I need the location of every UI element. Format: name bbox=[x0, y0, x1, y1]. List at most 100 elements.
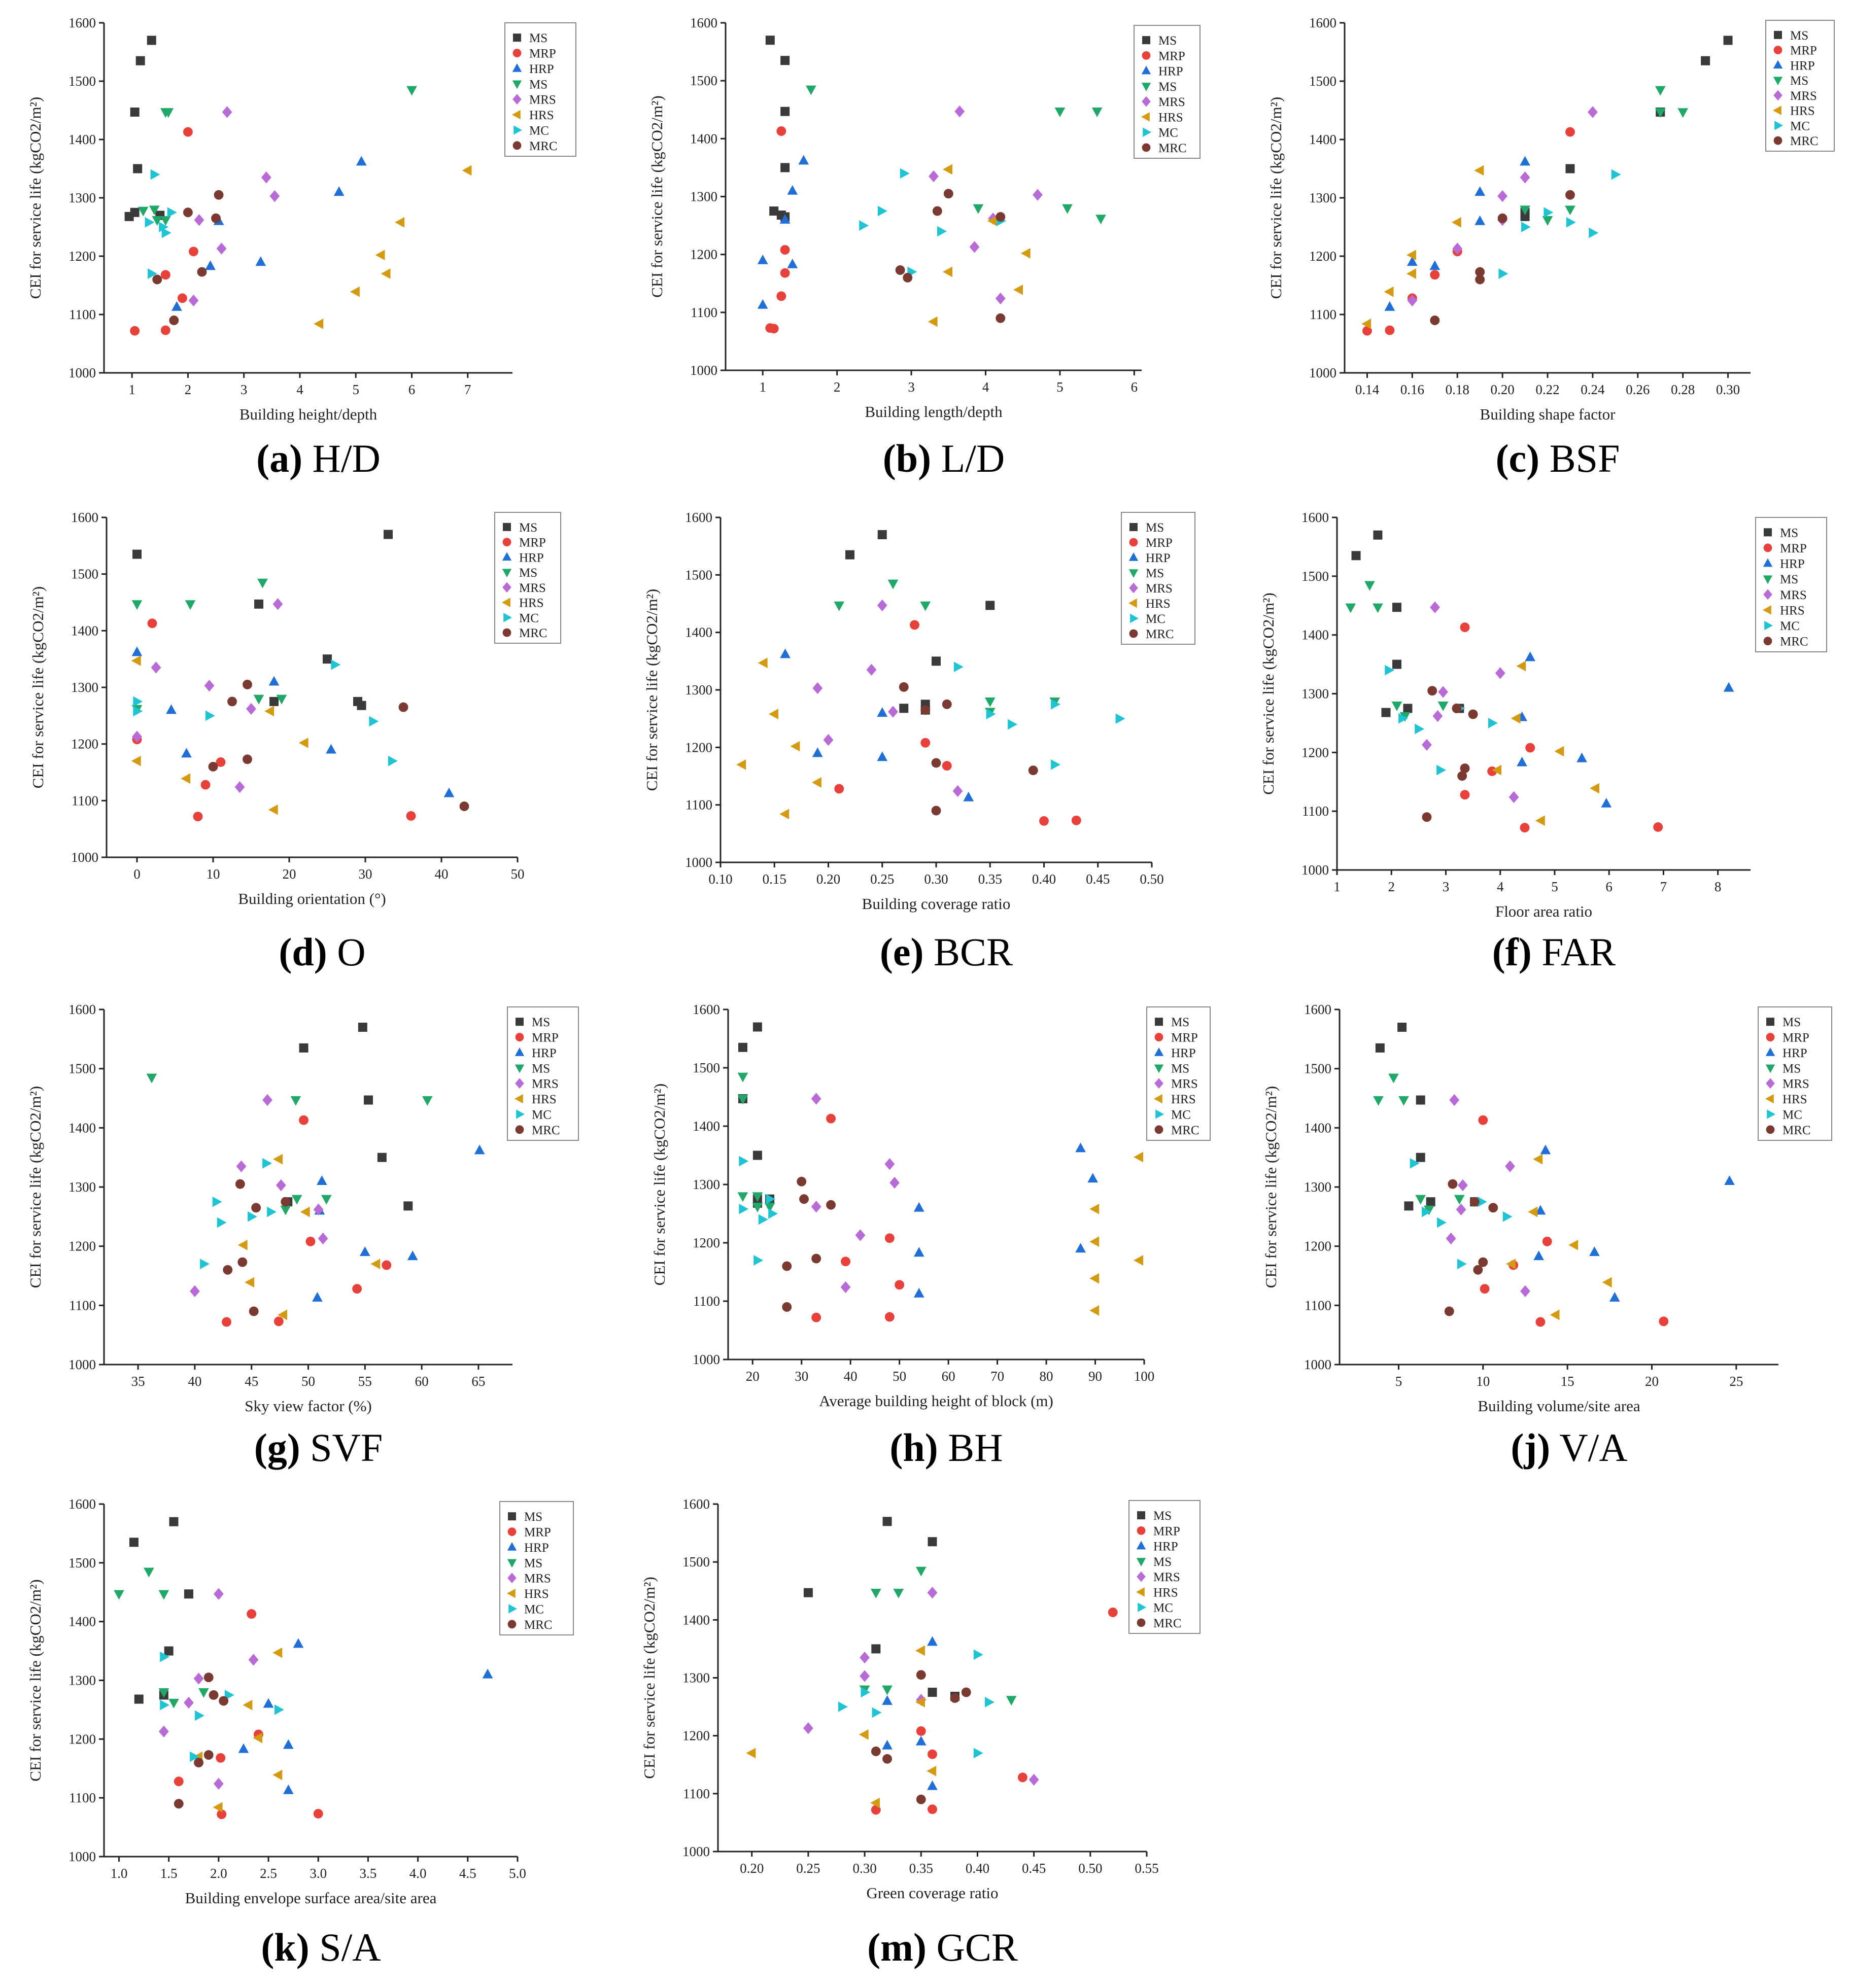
y-tick-label: 1200 bbox=[1304, 1239, 1331, 1254]
x-axis-title: Building volume/site area bbox=[1478, 1397, 1640, 1415]
data-point-mc bbox=[217, 1217, 227, 1228]
data-point-ms bbox=[290, 1096, 301, 1106]
data-point-mrc bbox=[1452, 704, 1462, 713]
data-point-mrs bbox=[1422, 739, 1432, 751]
scatter-panel: 1 2 3 4 5 6 7 8 1000 1100 1200 1300 1400 1500 1600 Floo… bbox=[1259, 510, 1827, 974]
data-point-mrs bbox=[1495, 667, 1505, 679]
data-point-ms bbox=[1520, 212, 1530, 221]
data-point-ms bbox=[870, 1589, 881, 1598]
data-point-hrp bbox=[963, 791, 974, 801]
data-point-mrs bbox=[213, 1777, 224, 1790]
data-point-hrs bbox=[746, 1748, 756, 1759]
data-point-ms bbox=[364, 1095, 373, 1105]
data-point-mrs bbox=[236, 1160, 247, 1172]
legend-label: MRP bbox=[529, 47, 556, 61]
y-tick-label: 1500 bbox=[1304, 1061, 1331, 1076]
data-point-mc bbox=[1521, 222, 1531, 232]
data-point-ms bbox=[357, 701, 366, 710]
legend-marker bbox=[508, 1604, 517, 1614]
data-point-mrc bbox=[208, 761, 218, 772]
data-point-ms bbox=[1404, 1201, 1414, 1211]
x-axis-title: Floor area ratio bbox=[1495, 902, 1592, 920]
y-axis-title: CEI for service life (kgCO2/m²) bbox=[29, 586, 47, 788]
legend-label: MS bbox=[532, 1016, 550, 1029]
legend-label: MRP bbox=[1790, 44, 1817, 58]
legend-marker bbox=[1154, 1125, 1163, 1134]
data-point-mrc bbox=[1457, 771, 1467, 781]
data-point-hrs bbox=[1407, 268, 1416, 279]
data-point-mrp bbox=[1385, 325, 1395, 335]
data-point-hrp bbox=[443, 787, 455, 797]
data-point-hrp bbox=[1075, 1142, 1086, 1153]
data-point-hrp bbox=[474, 1144, 485, 1155]
data-point-mc bbox=[953, 661, 964, 673]
data-point-hrp bbox=[181, 748, 192, 758]
y-axis-title: CEI for service life (kgCO2/m²) bbox=[648, 95, 666, 297]
data-point-hrp bbox=[1087, 1173, 1099, 1183]
legend-marker bbox=[512, 110, 521, 120]
data-point-ms bbox=[1373, 1096, 1384, 1106]
data-point-ms bbox=[1655, 108, 1666, 118]
data-point-mrp bbox=[313, 1808, 323, 1819]
legend-box bbox=[1765, 20, 1835, 152]
legend-label: MS bbox=[529, 78, 547, 91]
y-tick-label: 1100 bbox=[1305, 1298, 1331, 1313]
x-tick-label: 0.35 bbox=[909, 1861, 933, 1876]
data-point-hrs bbox=[927, 1765, 937, 1776]
data-point-mrp bbox=[216, 757, 226, 767]
data-point-mc bbox=[937, 226, 947, 237]
data-point-mrc bbox=[811, 1253, 821, 1264]
data-point-ms bbox=[803, 1588, 813, 1597]
data-point-ms bbox=[1426, 1197, 1435, 1207]
data-point-mrp bbox=[247, 1609, 257, 1619]
x-tick-label: 0.14 bbox=[1355, 382, 1380, 397]
legend-label: MRC bbox=[1158, 142, 1187, 155]
legend-marker bbox=[1143, 127, 1151, 137]
x-tick-label: 4 bbox=[1497, 879, 1504, 894]
data-point-ms bbox=[765, 36, 775, 45]
data-point-hrp bbox=[333, 186, 345, 196]
y-tick-label: 1400 bbox=[690, 131, 717, 146]
legend-label: MRS bbox=[1158, 95, 1185, 109]
data-point-hrs bbox=[1089, 1236, 1100, 1247]
legend-label: MRS bbox=[1171, 1077, 1198, 1091]
data-point-mc bbox=[1488, 718, 1498, 728]
data-point-hrp bbox=[172, 301, 182, 311]
legend-marker bbox=[513, 125, 522, 135]
legend-marker bbox=[1763, 575, 1773, 584]
legend-marker bbox=[512, 49, 522, 57]
data-point-ms bbox=[198, 1688, 209, 1698]
data-point-ms bbox=[1398, 1096, 1409, 1106]
data-point-hrs bbox=[1451, 217, 1461, 228]
data-point-mrp bbox=[1039, 816, 1049, 826]
data-point-mc bbox=[861, 1687, 871, 1698]
data-point-hrs bbox=[943, 266, 952, 277]
legend-label: MRC bbox=[1780, 635, 1808, 649]
data-point-mrs bbox=[1587, 106, 1598, 118]
legend-label: HRP bbox=[524, 1541, 549, 1555]
data-point-mrp bbox=[1480, 1284, 1490, 1294]
legend-box bbox=[1134, 25, 1201, 159]
y-tick-label: 1300 bbox=[1304, 1179, 1331, 1195]
legend-label: HRS bbox=[1790, 104, 1815, 118]
legend-label: MC bbox=[529, 124, 549, 137]
data-point-ms bbox=[1392, 603, 1401, 612]
caption-key: (m) bbox=[867, 1925, 927, 1969]
data-point-hrs bbox=[1528, 1206, 1538, 1217]
legend-label: MS bbox=[1158, 34, 1177, 48]
data-point-ms bbox=[133, 164, 143, 173]
data-point-ms bbox=[1723, 36, 1733, 45]
legend-marker bbox=[512, 141, 522, 150]
x-tick-label: 8 bbox=[1715, 879, 1722, 894]
data-point-mrs bbox=[889, 1176, 900, 1189]
x-tick-label: 0.22 bbox=[1535, 382, 1559, 397]
x-axis-title: Sky view factor (%) bbox=[245, 1397, 372, 1415]
y-tick-label: 1400 bbox=[682, 1612, 710, 1627]
legend-label: MS bbox=[1780, 573, 1798, 586]
data-point-hrs bbox=[273, 1154, 283, 1165]
data-point-mc bbox=[985, 1697, 995, 1707]
data-point-mrc bbox=[398, 702, 408, 712]
x-tick-label: 20 bbox=[1645, 1374, 1659, 1389]
x-tick-label: 30 bbox=[359, 866, 372, 882]
data-point-mc bbox=[1589, 227, 1599, 238]
